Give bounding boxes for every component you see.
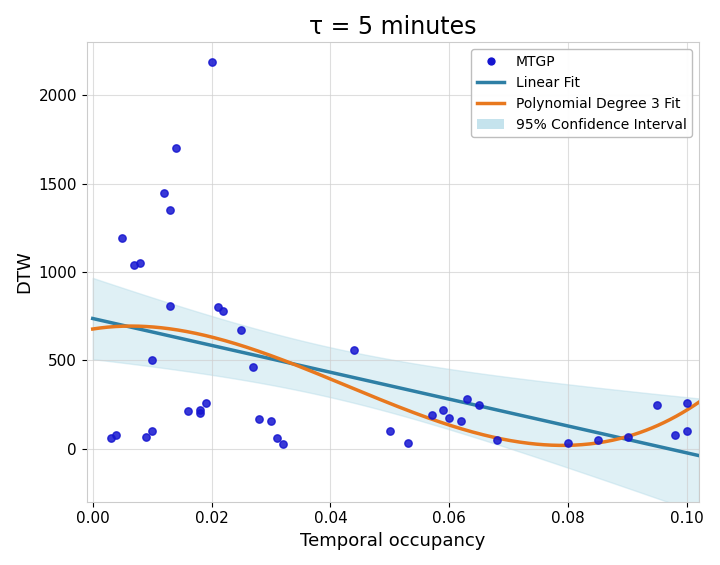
- Point: [111, 430, 122, 439]
- Point: [140, 433, 152, 442]
- Point: [164, 301, 176, 310]
- Point: [217, 306, 229, 315]
- Point: [562, 439, 574, 448]
- Point: [253, 414, 265, 423]
- Point: [248, 363, 259, 372]
- Point: [265, 417, 276, 426]
- Point: [194, 409, 205, 418]
- Point: [473, 400, 485, 409]
- X-axis label: Temporal occupancy: Temporal occupancy: [300, 532, 485, 550]
- Point: [117, 234, 128, 243]
- Point: [164, 206, 176, 215]
- Point: [491, 436, 503, 445]
- Point: [444, 413, 455, 422]
- Point: [426, 411, 437, 420]
- Point: [194, 405, 205, 414]
- Point: [402, 439, 413, 448]
- Point: [200, 398, 212, 407]
- Point: [129, 260, 140, 270]
- Point: [146, 356, 158, 365]
- Point: [384, 427, 396, 436]
- Point: [592, 436, 603, 445]
- Point: [277, 440, 289, 449]
- Point: [681, 427, 693, 436]
- Point: [462, 395, 473, 404]
- Point: [438, 405, 449, 414]
- Point: [456, 417, 467, 426]
- Point: [212, 303, 223, 312]
- Point: [206, 57, 217, 66]
- Point: [146, 427, 158, 436]
- Point: [170, 144, 181, 153]
- Point: [135, 259, 146, 268]
- Point: [652, 400, 663, 409]
- Legend: MTGP, Linear Fit, Polynomial Degree 3 Fit, 95% Confidence Interval: MTGP, Linear Fit, Polynomial Degree 3 Fi…: [471, 49, 692, 137]
- Point: [348, 345, 360, 354]
- Point: [158, 188, 170, 197]
- Point: [670, 430, 681, 439]
- Point: [271, 433, 283, 442]
- Point: [622, 433, 634, 442]
- Point: [182, 406, 194, 415]
- Point: [681, 398, 693, 407]
- Y-axis label: DTW: DTW: [15, 251, 33, 293]
- Point: [235, 326, 247, 335]
- Point: [105, 433, 117, 442]
- Title: τ = 5 minutes: τ = 5 minutes: [309, 15, 477, 39]
